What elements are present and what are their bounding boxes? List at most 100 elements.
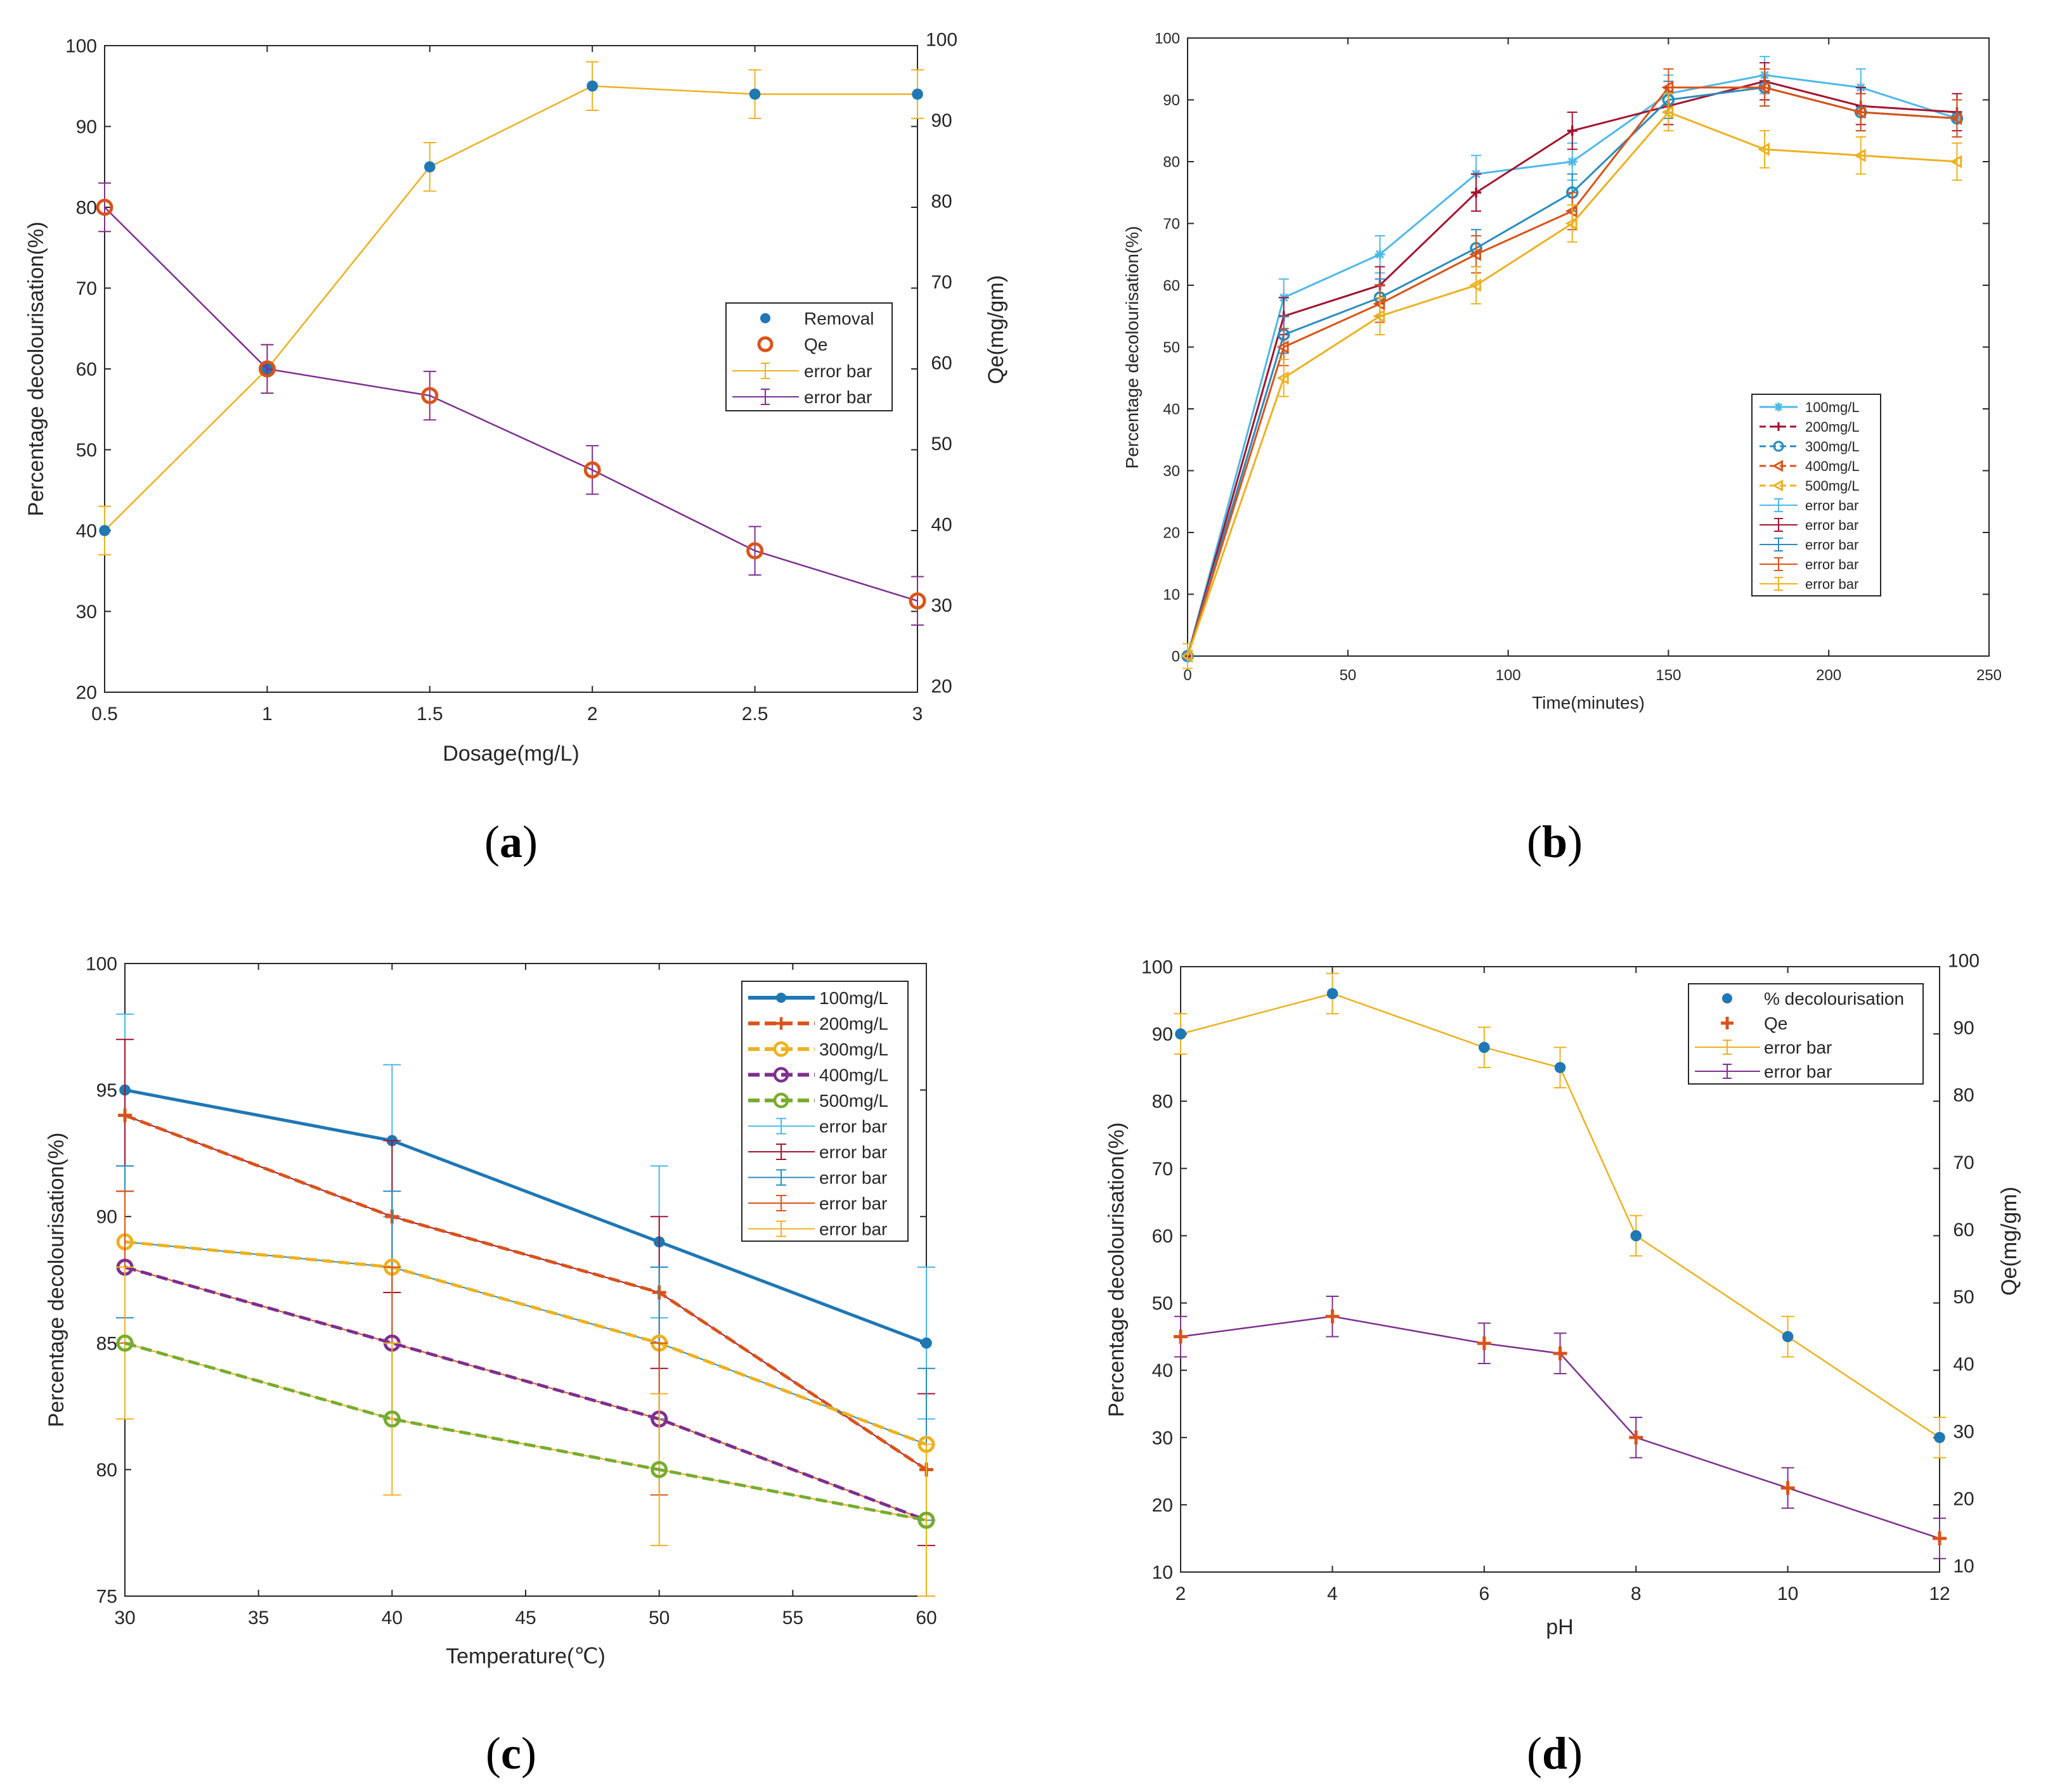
y-tick-label: 10 [1152,1563,1173,1583]
y-tick-label: 100 [1155,30,1180,47]
chart-c-x-label: Temperature(℃) [446,1644,606,1668]
x-tick-label: 50 [1339,667,1356,684]
data-point [96,198,113,216]
y-tick-label: 0 [1172,648,1180,665]
chart-d-y-ticks-right: 10 20 30 40 50 60 70 80 90 100 [1933,951,1980,1577]
legend-d-item-1: Qe [1764,1014,1787,1033]
series-line [124,1341,927,1522]
legend-label: 500mg/L [819,1091,888,1111]
data-point [1375,249,1385,260]
chart-b-caption: (b) [1527,816,1583,867]
chart-a-legend: Removal Qe error bar error bar [725,302,893,411]
x-tick-label: 60 [916,1608,937,1628]
y-tick-label-right: 60 [1953,1220,1974,1241]
error-bar [423,370,436,421]
data-point [749,88,761,100]
x-tick-label: 35 [248,1608,269,1628]
chart-a-y-ticks: 20 30 40 50 60 70 80 90 100 [65,36,111,704]
chart-b-x-ticks: 0 50 100 150 200 250 [1183,38,2002,684]
y-tick-label: 80 [76,198,97,219]
data-point [1780,1481,1795,1495]
data-point [1325,1309,1340,1324]
y-tick-label-right: 70 [1953,1152,1974,1173]
error-bar [98,182,111,233]
error-bar [1952,99,1962,138]
x-tick-label: 1 [262,704,273,725]
legend-d-qe-marker [1721,1017,1734,1029]
x-tick-label: 3 [912,704,923,725]
legend-marker [775,1017,787,1030]
legend-a-errbar-2-swatch [732,389,799,405]
data-point [1629,1430,1643,1445]
error-bar [776,1169,786,1186]
legend-marker [1774,403,1783,411]
data-point [1553,1346,1567,1361]
y-tick-label: 60 [1163,277,1180,294]
chart-a-y-label: Percentage decolourisation(%) [24,222,48,517]
legend-label: 300mg/L [819,1040,888,1059]
y-tick-label: 100 [1141,957,1173,978]
error-bar [776,1195,786,1211]
data-point [1175,1028,1186,1040]
y-tick-label: 30 [1163,463,1180,480]
error-bar [1760,130,1770,169]
x-tick-label: 8 [1631,1583,1642,1604]
chart-c-series [116,1013,935,1597]
x-tick-label: 2 [1176,1583,1186,1604]
data-point [1174,1329,1188,1344]
data-point [1661,81,1674,94]
y-tick-label: 90 [1152,1024,1173,1045]
x-tick-label: 40 [382,1608,403,1628]
x-tick-label: 1.5 [417,704,443,725]
y-tick-label-right: 30 [931,595,952,616]
legend-label: error bar [1805,498,1858,513]
error-bar [1471,266,1482,305]
y-tick-label: 20 [76,683,97,704]
error-bar [1952,142,1962,181]
data-point [1554,1062,1566,1073]
data-point [746,542,764,560]
legend-marker [776,993,786,1003]
error-bar [1567,204,1578,243]
y-tick-label: 90 [76,117,97,138]
y-tick-label: 50 [1152,1293,1173,1314]
chart-d-x-ticks: 2 4 6 8 10 12 [1176,967,1950,1604]
y-tick-label: 30 [1152,1428,1173,1448]
y-tick-label: 40 [1163,401,1180,418]
chart-d-y-ticks: 10 20 30 40 50 60 70 80 90 100 [1141,957,1187,1583]
legend-label: error bar [819,1117,887,1137]
y-tick-label: 85 [96,1333,117,1354]
x-tick-label: 4 [1327,1583,1338,1604]
error-bar [261,344,274,394]
data-point [118,1108,132,1123]
chart-c-caption: (c) [486,1728,536,1779]
chart-a: 0.5 1 1.5 2 2.5 3 20 30 40 50 60 70 80 90 100 20 30 40 5… [24,30,1008,868]
data-point [1479,1041,1490,1054]
y-tick-label-right: 40 [931,515,952,536]
y-tick-label: 70 [1152,1159,1173,1180]
data-point [1276,340,1289,354]
legend-label: 100mg/L [819,988,888,1008]
x-tick-label: 0.5 [91,704,118,725]
legend-d-item-3: error bar [1764,1062,1832,1081]
chart-c-y-label: Percentage decolourisation(%) [44,1133,68,1428]
chart-b-y-ticks: 0 10 20 30 40 50 60 70 80 90 100 [1155,30,1989,665]
chart-a-y-ticks-right: 20 30 40 50 60 70 80 90 100 [911,30,957,697]
x-tick-label: 50 [649,1608,670,1628]
x-tick-label: 150 [1656,667,1681,684]
y-tick-label: 70 [76,278,97,299]
legend-label: error bar [819,1142,887,1162]
legend-label: error bar [1805,537,1858,553]
data-point [99,525,110,536]
y-tick-label: 80 [1152,1092,1173,1112]
x-tick-label: 0 [1183,667,1191,684]
legend-a-removal-marker [760,313,770,323]
legend-marker [1774,422,1783,431]
legend-label: 300mg/L [1805,439,1860,454]
chart-a-caption: (a) [484,816,538,867]
y-tick-label-right: 10 [1953,1556,1974,1577]
y-tick-label: 60 [1152,1226,1173,1247]
data-point [1477,1336,1491,1351]
chart-d-series [1174,972,1947,1559]
data-point [1934,1431,1945,1443]
